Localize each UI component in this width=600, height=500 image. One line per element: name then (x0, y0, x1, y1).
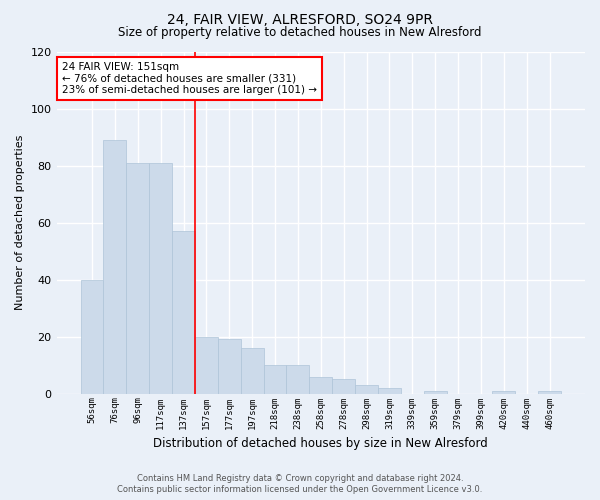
Bar (538, 391, 561, 394)
Bar (263, 365, 286, 394)
X-axis label: Distribution of detached houses by size in New Alresford: Distribution of detached houses by size … (154, 437, 488, 450)
Bar (195, 336, 218, 394)
Bar (310, 376, 332, 394)
Bar (378, 388, 401, 394)
Bar (218, 340, 241, 394)
Y-axis label: Number of detached properties: Number of detached properties (15, 135, 25, 310)
Bar (332, 380, 355, 394)
Bar (80, 280, 103, 394)
Bar (355, 385, 378, 394)
Bar (127, 162, 149, 394)
Text: Contains HM Land Registry data © Crown copyright and database right 2024.
Contai: Contains HM Land Registry data © Crown c… (118, 474, 482, 494)
Bar (493, 391, 515, 394)
Text: Size of property relative to detached houses in New Alresford: Size of property relative to detached ho… (118, 26, 482, 39)
Text: 24, FAIR VIEW, ALRESFORD, SO24 9PR: 24, FAIR VIEW, ALRESFORD, SO24 9PR (167, 12, 433, 26)
Bar (241, 348, 263, 394)
Bar (424, 391, 446, 394)
Text: 24 FAIR VIEW: 151sqm
← 76% of detached houses are smaller (331)
23% of semi-deta: 24 FAIR VIEW: 151sqm ← 76% of detached h… (62, 62, 317, 95)
Bar (172, 231, 195, 394)
Bar (286, 365, 310, 394)
Bar (103, 140, 127, 394)
Bar (149, 162, 172, 394)
